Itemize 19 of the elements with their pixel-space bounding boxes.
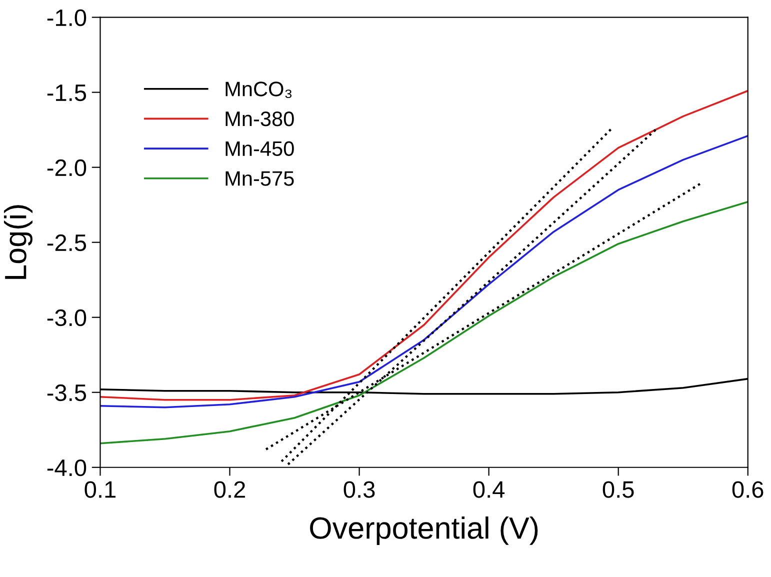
y-tick-label: -2.5	[47, 234, 86, 252]
legend-label: Mn-575	[226, 171, 294, 186]
x-tick-label: 0.5	[602, 481, 634, 498]
y-tick-label: -1.5	[47, 84, 86, 102]
y-tick-label: -2.0	[47, 159, 86, 176]
x-axis-title: Overpotential (V)	[310, 516, 538, 545]
x-tick-label: 0.6	[732, 481, 764, 498]
y-tick-label: -3.5	[47, 384, 86, 402]
legend-label: Mn-450	[226, 141, 294, 156]
x-tick-label: 0.4	[473, 481, 505, 498]
x-tick-label: 0.2	[214, 481, 245, 498]
y-tick-label: -1.0	[47, 9, 86, 26]
legend-label: MnCO₃	[226, 82, 292, 98]
x-tick-label: 0.3	[344, 481, 375, 498]
y-axis-title: Log(i)	[4, 205, 32, 279]
x-tick-label: 0.1	[84, 481, 116, 498]
y-tick-label: -4.0	[47, 459, 86, 476]
legend-label: Mn-380	[226, 111, 294, 126]
y-tick-label: -3.0	[47, 309, 86, 326]
